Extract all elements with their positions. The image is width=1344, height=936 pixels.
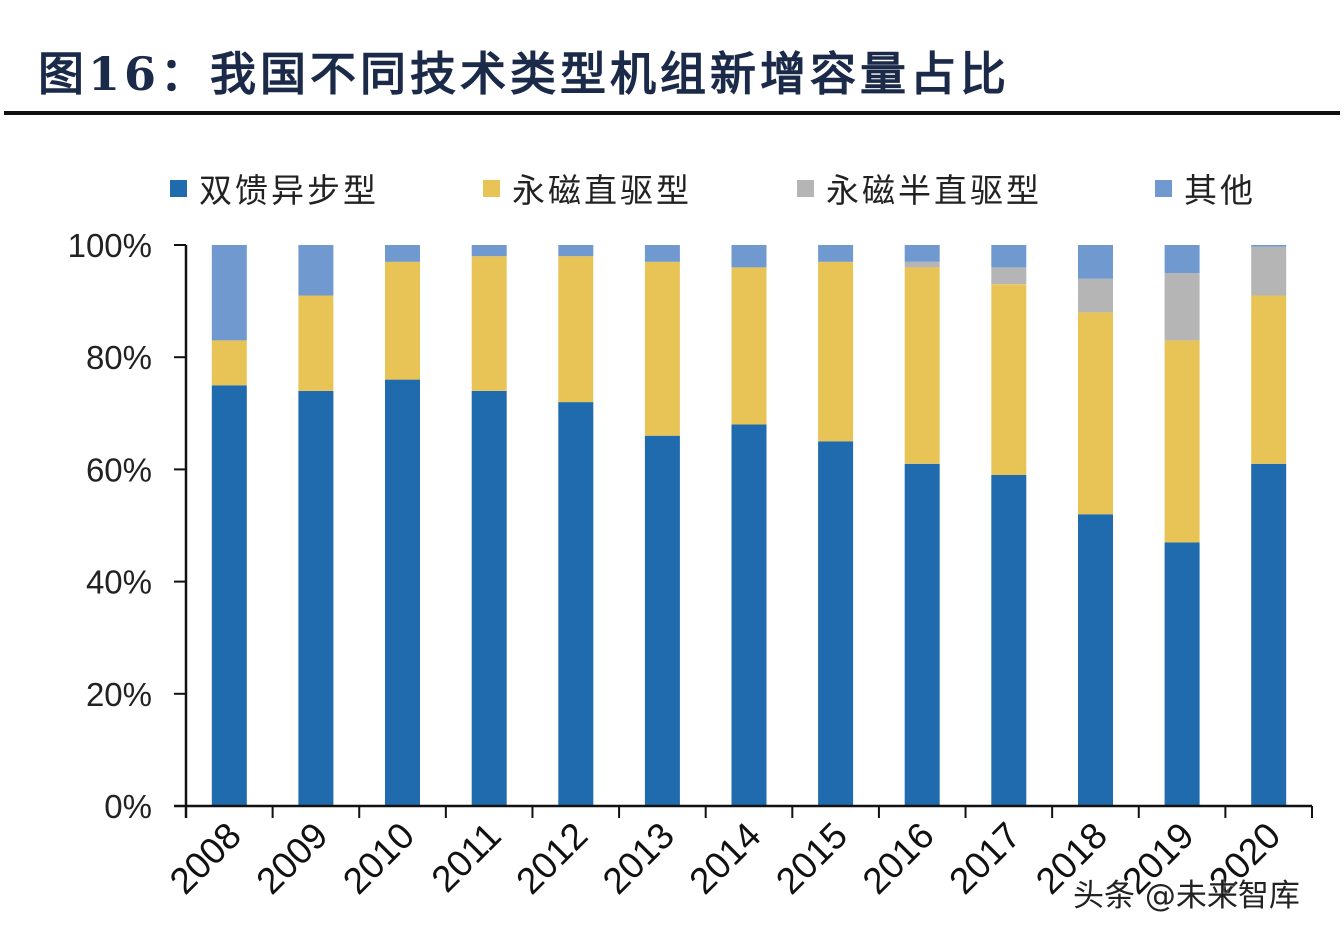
bar-segment-2012-3	[558, 245, 594, 257]
bar-segment-2011-0	[471, 390, 507, 806]
bar-segment-2020-2	[1251, 246, 1287, 296]
bar-segment-2012-0	[558, 402, 594, 806]
bar-segment-2010-3	[385, 245, 420, 262]
legend-item-other: 其他	[1155, 168, 1256, 210]
bar-segment-2010-1	[385, 261, 420, 380]
bar-segment-2020-3	[1251, 245, 1287, 247]
bar-segment-2017-0	[991, 475, 1027, 806]
bar-segment-2016-2	[904, 261, 940, 268]
bar-segment-2018-0	[1078, 514, 1113, 806]
bar-segment-2015-3	[818, 245, 854, 262]
x-tick-label-2013: 2013	[595, 815, 682, 902]
legend: 双馈异步型 永磁直驱型 永磁半直驱型 其他	[0, 168, 1344, 210]
x-tick-label-2014: 2014	[681, 815, 768, 902]
bar-segment-2016-0	[904, 463, 940, 806]
bar-segment-2010-0	[385, 379, 420, 806]
bar-segment-2009-0	[298, 390, 334, 806]
bar-segment-2015-1	[818, 261, 854, 442]
legend-label-pmdd: 永磁直驱型	[512, 171, 692, 210]
x-tick-label-2012: 2012	[508, 815, 595, 902]
bar-segment-2014-1	[731, 267, 767, 425]
legend-label-dfig: 双馈异步型	[199, 171, 379, 210]
x-tick-label-2008: 2008	[162, 815, 249, 902]
y-tick-label-80: 80%	[86, 339, 152, 376]
bar-segment-2018-1	[1078, 312, 1113, 515]
bar-segment-2017-3	[991, 245, 1027, 268]
bar-segment-2008-1	[211, 340, 247, 386]
bar-segment-2019-0	[1164, 542, 1200, 806]
x-tick-label-2010: 2010	[335, 815, 422, 902]
bar-segment-2015-0	[818, 441, 854, 806]
y-tick-label-40: 40%	[86, 564, 152, 601]
bar-segment-2011-1	[471, 256, 507, 391]
bar-segment-2013-1	[644, 261, 680, 436]
legend-item-pmdd: 永磁直驱型	[483, 168, 692, 210]
bar-segment-2013-3	[644, 245, 680, 262]
x-tick-label-2009: 2009	[248, 815, 335, 902]
bar-segment-2020-1	[1251, 295, 1287, 464]
bar-segment-2019-3	[1164, 245, 1200, 274]
legend-swatch-pmdd	[483, 179, 500, 197]
legend-swatch-dfig	[170, 179, 187, 197]
bar-segment-2011-3	[471, 245, 507, 257]
y-tick-label-20: 20%	[86, 676, 152, 713]
bar-segment-2017-2	[991, 267, 1027, 285]
bar-segment-2018-2	[1078, 278, 1113, 313]
x-tick-label-2016: 2016	[855, 815, 942, 902]
title-divider	[4, 111, 1340, 115]
y-tick-label-100: 100%	[68, 227, 152, 264]
legend-swatch-pmsd	[797, 179, 814, 197]
legend-item-dfig: 双馈异步型	[170, 168, 379, 210]
legend-label-other: 其他	[1184, 171, 1256, 210]
bar-segment-2013-0	[644, 435, 680, 806]
watermark: 头条 @未来智库	[1073, 878, 1300, 914]
legend-swatch-other	[1155, 179, 1172, 197]
bar-segment-2016-3	[904, 245, 940, 262]
y-tick-label-0: 0%	[104, 788, 152, 825]
bar-segment-2014-0	[731, 424, 767, 806]
y-tick-label-60: 60%	[86, 451, 152, 488]
bar-segment-2014-3	[731, 245, 767, 268]
bar-segment-2009-1	[298, 295, 334, 391]
bar-segment-2008-0	[211, 385, 247, 807]
x-tick-label-2011: 2011	[424, 815, 509, 900]
x-tick-label-2015: 2015	[768, 815, 855, 902]
bar-segment-2020-0	[1251, 463, 1287, 806]
bar-segment-2009-3	[298, 245, 334, 296]
legend-item-pmsd: 永磁半直驱型	[797, 168, 1042, 210]
chart-title: 图16：我国不同技术类型机组新增容量占比	[38, 47, 1011, 101]
bar-segment-2008-3	[211, 245, 247, 341]
legend-label-pmsd: 永磁半直驱型	[826, 171, 1042, 210]
bar-segment-2019-1	[1164, 340, 1200, 543]
bar-segment-2012-1	[558, 256, 594, 403]
x-tick-label-2017: 2017	[941, 815, 1028, 902]
bar-segment-2016-1	[904, 267, 940, 464]
bar-segment-2018-3	[1078, 245, 1113, 279]
bar-segment-2019-2	[1164, 273, 1200, 341]
bar-segment-2017-1	[991, 284, 1027, 475]
